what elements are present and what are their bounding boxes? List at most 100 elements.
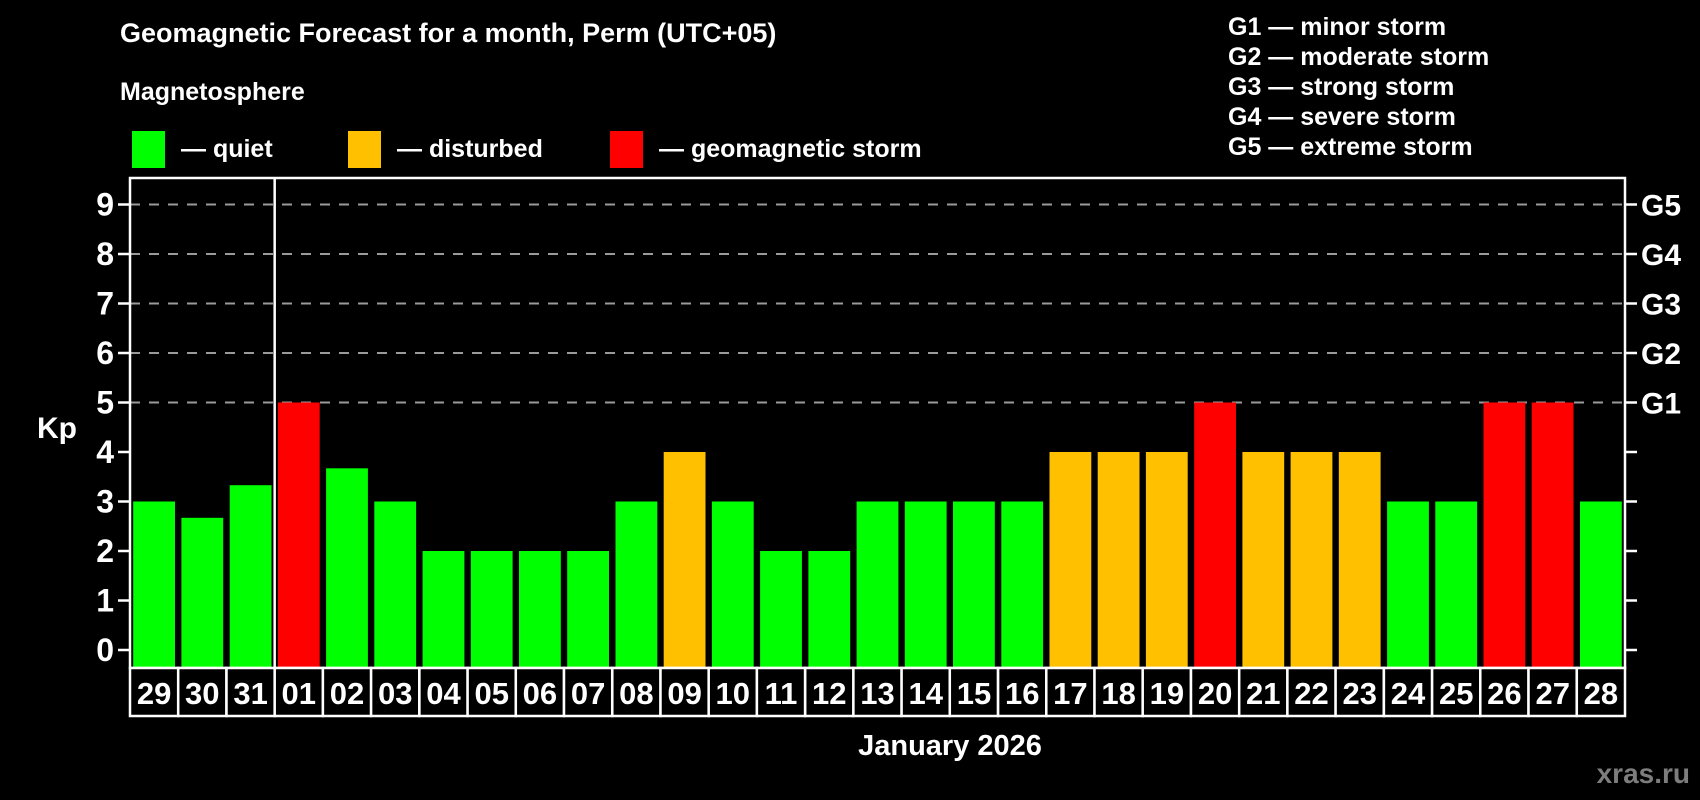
day-label-04: 04 xyxy=(426,676,461,711)
g-legend-line-g1: G1 — minor storm xyxy=(1228,13,1447,41)
bar-day-23 xyxy=(1338,452,1381,668)
day-label-18: 18 xyxy=(1101,676,1135,711)
y-tick-label-3: 3 xyxy=(96,484,114,520)
g-axis-label-G2: G2 xyxy=(1641,338,1681,371)
y-tick-label-4: 4 xyxy=(96,434,114,470)
day-label-31: 31 xyxy=(233,676,267,711)
bar-day-21 xyxy=(1242,452,1285,668)
day-box-07 xyxy=(562,666,614,718)
day-label-23: 23 xyxy=(1343,676,1377,711)
bar-day-26 xyxy=(1483,402,1526,668)
day-label-06: 06 xyxy=(523,676,557,711)
day-box-28 xyxy=(1575,666,1627,718)
day-box-24 xyxy=(1382,666,1434,718)
day-label-09: 09 xyxy=(667,676,701,711)
day-box-02 xyxy=(321,666,373,718)
bar-day-24 xyxy=(1387,501,1429,668)
g-legend-line-g2: G2 — moderate storm xyxy=(1228,43,1490,71)
bar-day-18 xyxy=(1097,452,1140,668)
day-label-20: 20 xyxy=(1198,676,1232,711)
y-tick-label-1: 1 xyxy=(96,583,114,619)
day-label-12: 12 xyxy=(812,676,846,711)
g-scale-legend: G1 — minor storm G2 — moderate storm G3 … xyxy=(1228,12,1489,162)
legend-label-storm: — geomagnetic storm xyxy=(659,134,922,163)
y-tick-label-7: 7 xyxy=(96,286,114,322)
bar-day-11 xyxy=(760,551,802,668)
bar-day-28 xyxy=(1580,501,1622,668)
bar-day-10 xyxy=(711,501,754,668)
day-box-22 xyxy=(1286,666,1337,718)
day-label-19: 19 xyxy=(1150,676,1184,711)
day-box-12 xyxy=(803,666,855,718)
g-legend-line-g5: G5 — extreme storm xyxy=(1228,133,1473,161)
watermark: xras.ru xyxy=(1596,758,1690,789)
g-axis-label-G3: G3 xyxy=(1641,289,1681,322)
x-axis-label: January 2026 xyxy=(858,730,1042,762)
storm-color-swatch xyxy=(610,130,643,168)
bar-day-31 xyxy=(229,485,272,668)
day-label-21: 21 xyxy=(1246,676,1280,711)
bar-day-29 xyxy=(133,501,175,668)
day-label-14: 14 xyxy=(908,676,943,711)
day-label-01: 01 xyxy=(282,676,316,711)
g-axis-label-G5: G5 xyxy=(1641,190,1681,223)
day-box-20 xyxy=(1189,666,1241,718)
legend-item-quiet: — quiet xyxy=(132,129,273,169)
day-label-22: 22 xyxy=(1294,676,1328,711)
bar-day-27 xyxy=(1531,402,1574,668)
day-box-10 xyxy=(707,666,759,718)
day-label-16: 16 xyxy=(1005,676,1039,711)
day-label-05: 05 xyxy=(474,676,508,711)
y-tick-label-8: 8 xyxy=(96,236,114,272)
legend-item-storm: — geomagnetic storm xyxy=(610,129,922,169)
day-label-30: 30 xyxy=(185,676,219,711)
bar-day-14 xyxy=(904,501,947,668)
day-box-18 xyxy=(1093,666,1144,718)
day-label-27: 27 xyxy=(1535,676,1569,711)
y-tick-label-9: 9 xyxy=(96,187,114,223)
day-label-17: 17 xyxy=(1053,676,1087,711)
legend-item-disturbed: — disturbed xyxy=(348,129,543,169)
day-label-25: 25 xyxy=(1439,676,1473,711)
bar-day-02 xyxy=(326,468,368,668)
day-label-10: 10 xyxy=(716,676,750,711)
y-tick-label-2: 2 xyxy=(96,533,114,569)
bar-day-19 xyxy=(1145,452,1188,668)
bar-day-08 xyxy=(615,501,658,668)
bar-day-13 xyxy=(856,501,899,668)
bar-day-20 xyxy=(1194,402,1236,668)
day-box-26 xyxy=(1479,666,1530,718)
legend-label-quiet: — quiet xyxy=(181,134,273,163)
g-axis-label-G4: G4 xyxy=(1641,239,1681,272)
g-axis-label-G1: G1 xyxy=(1641,388,1681,421)
bar-day-09 xyxy=(663,452,706,668)
bar-day-25 xyxy=(1435,501,1478,668)
day-label-24: 24 xyxy=(1391,676,1426,711)
day-box-27 xyxy=(1527,666,1578,718)
bar-day-22 xyxy=(1290,452,1333,668)
y-tick-label-5: 5 xyxy=(96,385,114,421)
day-box-08 xyxy=(611,666,662,718)
day-label-07: 07 xyxy=(571,676,605,711)
bar-day-05 xyxy=(470,551,513,668)
day-box-25 xyxy=(1430,666,1482,718)
bar-day-16 xyxy=(1001,501,1044,668)
bar-day-12 xyxy=(808,551,851,668)
day-box-13 xyxy=(852,666,903,718)
day-box-19 xyxy=(1141,666,1193,718)
day-label-08: 08 xyxy=(619,676,653,711)
day-label-28: 28 xyxy=(1584,676,1618,711)
disturbed-color-swatch xyxy=(348,130,381,168)
g-legend-line-g3: G3 — strong storm xyxy=(1228,73,1455,101)
day-box-21 xyxy=(1237,666,1289,718)
day-label-26: 26 xyxy=(1487,676,1521,711)
day-box-11 xyxy=(755,666,807,718)
chart-title: Geomagnetic Forecast for a month, Perm (… xyxy=(120,18,777,48)
y-tick-label-6: 6 xyxy=(96,335,114,371)
day-label-13: 13 xyxy=(860,676,894,711)
bar-day-30 xyxy=(181,517,224,668)
bar-day-03 xyxy=(374,501,417,668)
y-tick-label-0: 0 xyxy=(96,632,114,668)
